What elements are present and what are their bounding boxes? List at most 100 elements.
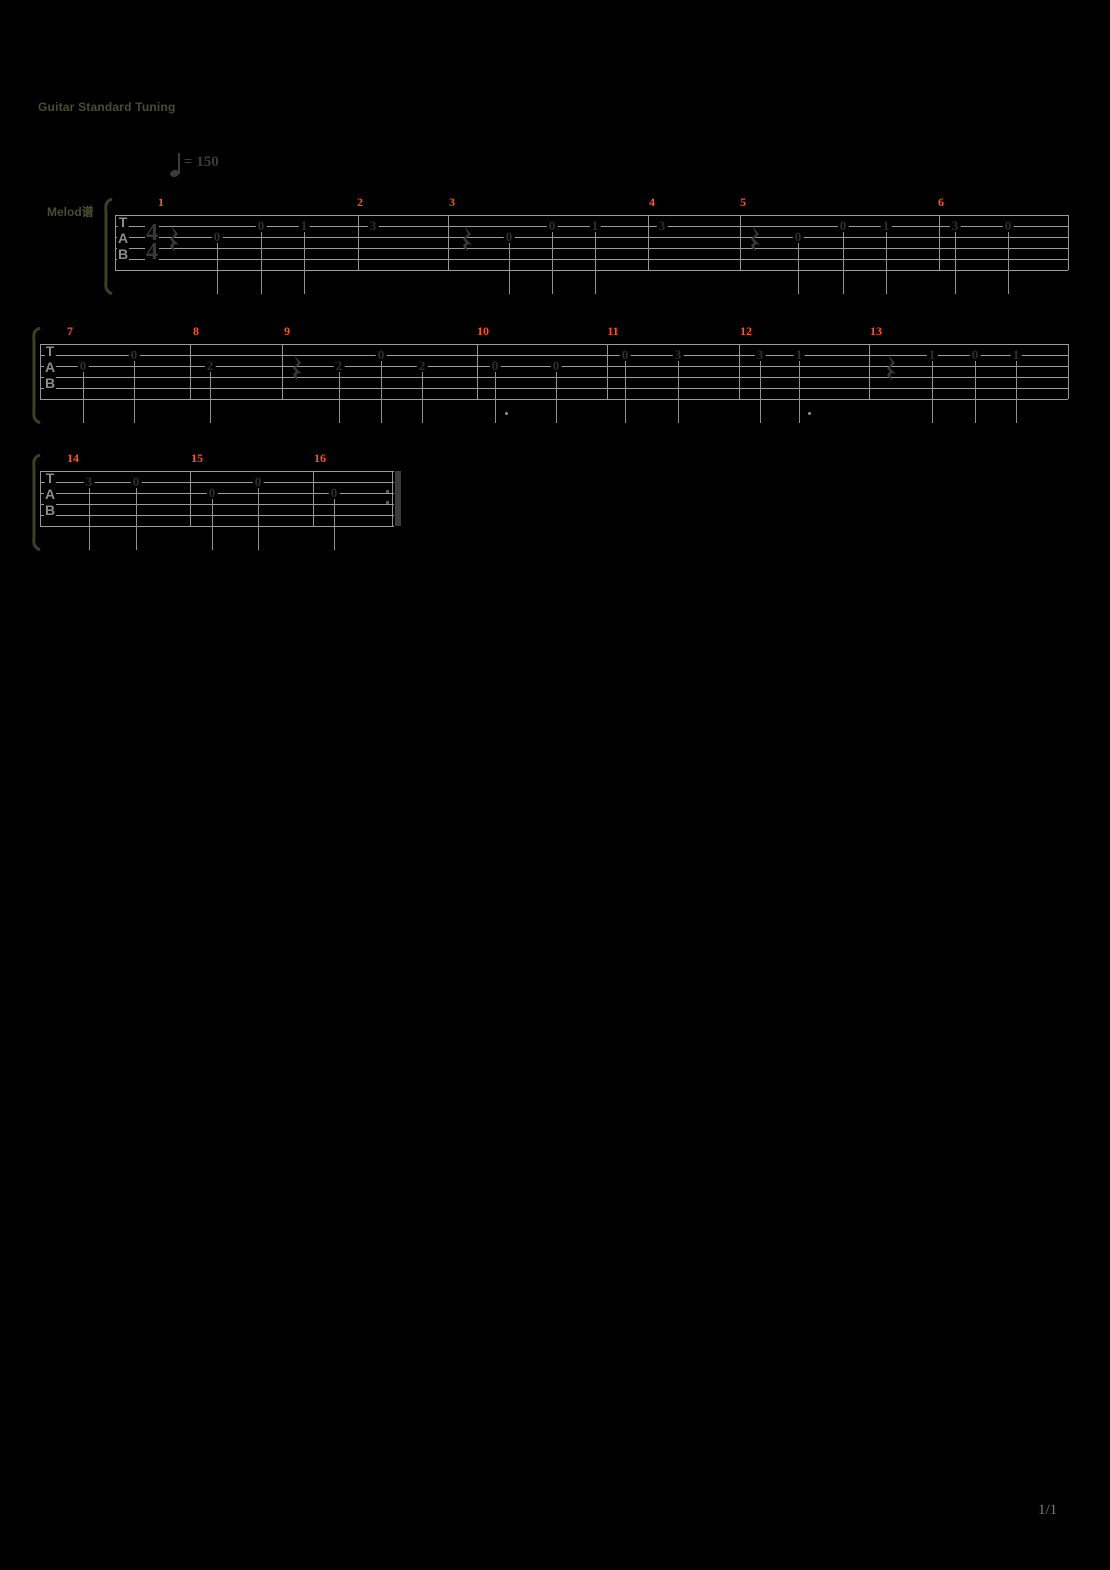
note-stem xyxy=(1016,361,1017,423)
fret-number: 1 xyxy=(1010,347,1022,362)
staff-line xyxy=(40,355,1068,356)
measure-number: 11 xyxy=(607,324,619,338)
fret-number: 2 xyxy=(204,358,216,373)
fret-number: 3 xyxy=(367,218,379,233)
fret-number: 0 xyxy=(503,229,515,244)
quarter-rest-icon xyxy=(461,226,473,257)
note-stem xyxy=(678,361,679,423)
barline xyxy=(739,344,740,399)
tab-clef-letter: A xyxy=(116,230,130,246)
fret-number: 0 xyxy=(211,229,223,244)
fret-number: 0 xyxy=(77,358,89,373)
start-barline xyxy=(40,471,41,526)
tuning-heading: Guitar Standard Tuning xyxy=(38,100,176,114)
tab-clef-letter: A xyxy=(43,486,57,502)
note-stem xyxy=(210,372,211,423)
fret-number: 3 xyxy=(83,474,95,489)
staff-line xyxy=(115,248,1068,249)
note-stem xyxy=(798,243,799,294)
measure-number: 7 xyxy=(67,324,73,338)
fret-number: 0 xyxy=(328,485,340,500)
barline xyxy=(282,344,283,399)
augmentation-dot xyxy=(808,412,811,415)
barline xyxy=(190,471,191,526)
note-stem xyxy=(334,499,335,550)
measure-number: 6 xyxy=(938,195,944,209)
barline xyxy=(190,344,191,399)
measure-number: 1 xyxy=(158,195,164,209)
fret-number: 0 xyxy=(619,347,631,362)
staff-line xyxy=(40,399,1068,400)
end-barline xyxy=(1068,344,1069,399)
quarter-note-stem xyxy=(178,153,180,174)
fret-number: 0 xyxy=(489,358,501,373)
staff-line xyxy=(40,504,394,505)
measure-number: 8 xyxy=(193,324,199,338)
repeat-dot xyxy=(386,490,389,493)
fret-number: 0 xyxy=(837,218,849,233)
measure-number: 4 xyxy=(649,195,655,209)
note-stem xyxy=(217,243,218,294)
note-stem xyxy=(134,361,135,423)
fret-number: 0 xyxy=(252,474,264,489)
measure-number: 15 xyxy=(191,451,203,465)
staff-line xyxy=(40,471,394,472)
note-stem xyxy=(83,372,84,423)
staff-line xyxy=(115,237,1068,238)
note-stem xyxy=(89,488,90,550)
measure-number: 16 xyxy=(314,451,326,465)
time-signature-numerator: 4 xyxy=(145,220,159,246)
fret-number: 1 xyxy=(880,218,892,233)
fret-number: 2 xyxy=(416,358,428,373)
note-stem xyxy=(625,361,626,423)
barline xyxy=(313,471,314,526)
augmentation-dot xyxy=(505,412,508,415)
fret-number: 0 xyxy=(128,347,140,362)
measure-number: 3 xyxy=(449,195,455,209)
fret-number: 1 xyxy=(793,347,805,362)
measure-number: 9 xyxy=(284,324,290,338)
measure-number: 12 xyxy=(740,324,752,338)
note-stem xyxy=(552,232,553,294)
note-stem xyxy=(258,488,259,550)
note-stem xyxy=(381,361,382,423)
barline xyxy=(869,344,870,399)
track-name-label: Melod谱 xyxy=(47,205,94,219)
time-signature-denominator: 4 xyxy=(145,239,159,265)
barline xyxy=(939,215,940,270)
fret-number: 0 xyxy=(1002,218,1014,233)
measure-number: 14 xyxy=(67,451,79,465)
page-number-indicator: 1/1 xyxy=(1038,1502,1058,1518)
staff-line xyxy=(115,215,1068,216)
start-barline xyxy=(40,344,41,399)
barline xyxy=(648,215,649,270)
note-stem xyxy=(955,232,956,294)
barline xyxy=(477,344,478,399)
note-stem xyxy=(261,232,262,294)
fret-number: 2 xyxy=(333,358,345,373)
end-barline xyxy=(1068,215,1069,270)
tab-clef-letter: A xyxy=(43,359,57,375)
fret-number: 0 xyxy=(969,347,981,362)
tab-clef-letter: B xyxy=(43,502,57,518)
quarter-rest-icon xyxy=(749,226,761,257)
repeat-dot xyxy=(386,501,389,504)
repeat-thin-barline xyxy=(392,471,393,526)
note-stem xyxy=(1008,232,1009,294)
measure-number: 5 xyxy=(740,195,746,209)
measure-number: 10 xyxy=(477,324,489,338)
fret-number: 3 xyxy=(949,218,961,233)
fret-number: 0 xyxy=(792,229,804,244)
tab-clef-letter: T xyxy=(44,343,56,359)
fret-number: 1 xyxy=(298,218,310,233)
fret-number: 3 xyxy=(672,347,684,362)
staff-line xyxy=(40,526,394,527)
fret-number: 0 xyxy=(130,474,142,489)
fret-number: 1 xyxy=(589,218,601,233)
note-stem xyxy=(212,499,213,550)
system-bracket xyxy=(25,453,43,556)
note-stem xyxy=(556,372,557,423)
measure-number: 13 xyxy=(870,324,882,338)
note-stem xyxy=(595,232,596,294)
